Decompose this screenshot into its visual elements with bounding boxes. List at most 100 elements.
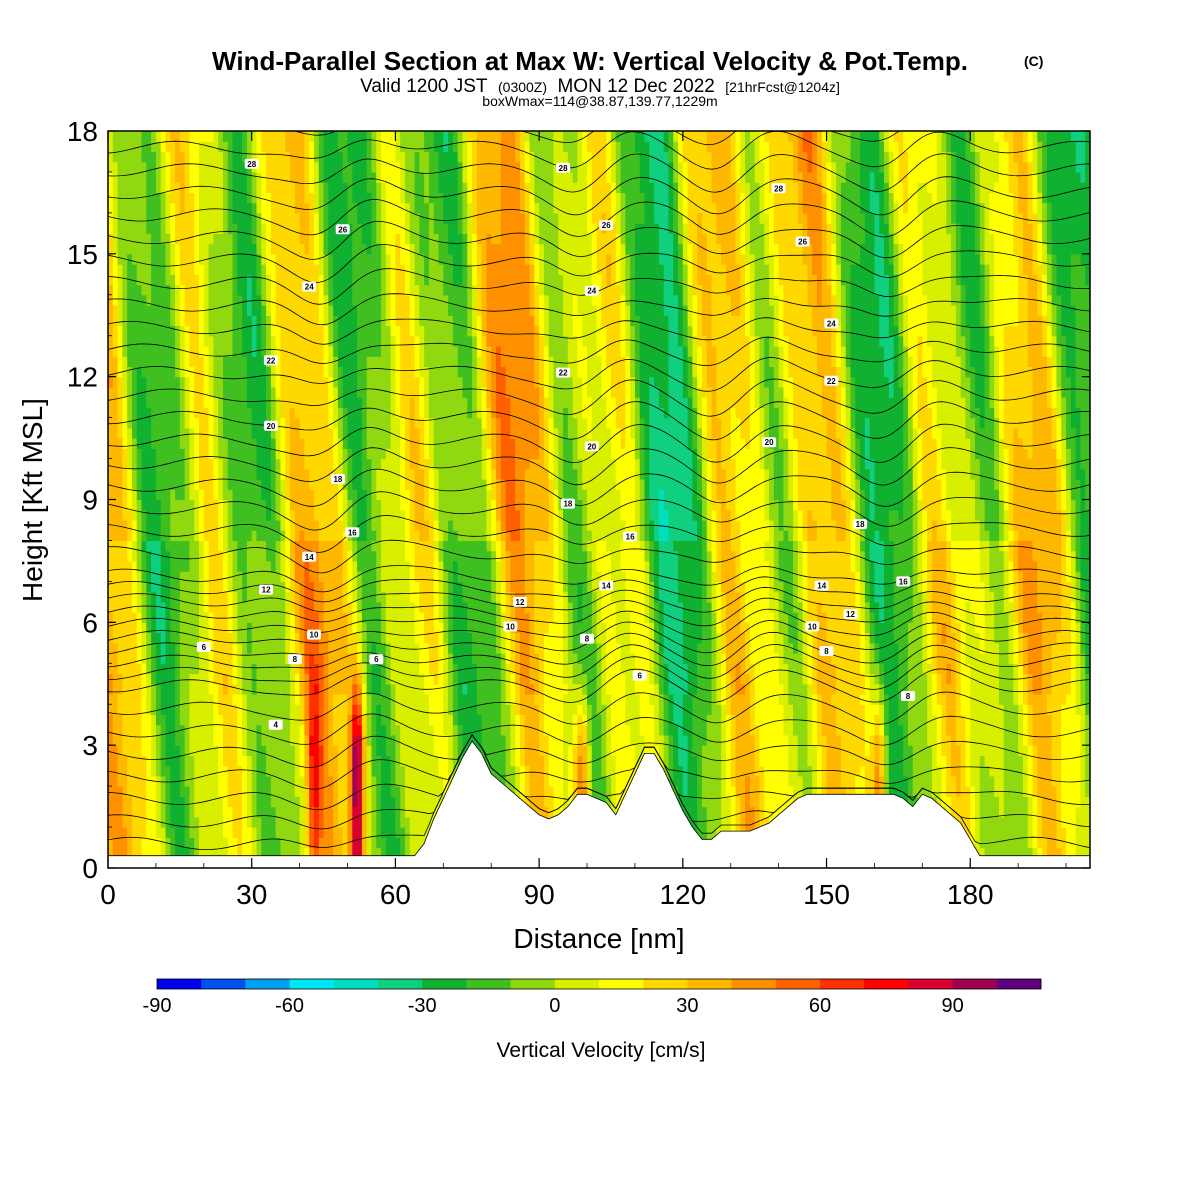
- velocity-cell: [879, 141, 885, 173]
- velocity-cell: [1018, 438, 1024, 542]
- velocity-cell: [1056, 458, 1062, 511]
- velocity-cell: [582, 673, 588, 695]
- velocity-cell: [682, 663, 689, 695]
- velocity-cell: [242, 601, 248, 695]
- velocity-cell: [1032, 560, 1038, 695]
- velocity-cell: [701, 397, 708, 439]
- velocity-cell: [931, 714, 938, 797]
- velocity-cell: [328, 775, 334, 868]
- velocity-cell: [567, 131, 574, 173]
- velocity-cell: [189, 499, 195, 675]
- velocity-cell: [1042, 274, 1048, 316]
- velocity-cell: [500, 612, 507, 654]
- velocity-cell: [342, 489, 349, 531]
- velocity-cell: [309, 141, 315, 194]
- velocity-cell: [433, 540, 440, 552]
- velocity-cell: [524, 468, 531, 613]
- velocity-cell: [778, 704, 785, 849]
- y-tick-label: 12: [67, 362, 98, 393]
- velocity-cell: [1003, 550, 1010, 613]
- velocity-cell: [414, 335, 420, 378]
- velocity-cell: [486, 345, 492, 408]
- velocity-cell: [769, 253, 775, 306]
- velocity-cell: [275, 540, 282, 838]
- velocity-cell: [357, 612, 363, 644]
- velocity-cell: [534, 458, 540, 542]
- velocity-cell: [1032, 745, 1038, 797]
- velocity-cell: [831, 693, 837, 705]
- velocity-cell: [831, 243, 837, 296]
- velocity-cell: [347, 550, 353, 603]
- velocity-cell: [337, 693, 344, 828]
- velocity-cell: [539, 294, 545, 337]
- velocity-cell: [179, 448, 186, 501]
- velocity-cell: [596, 540, 602, 572]
- velocity-cell: [548, 786, 555, 849]
- velocity-cell: [337, 407, 344, 439]
- velocity-cell: [510, 131, 516, 439]
- isentrope-label-bg: [345, 527, 360, 538]
- velocity-cell: [275, 458, 282, 521]
- velocity-cell: [165, 550, 171, 767]
- velocity-cell: [405, 294, 411, 490]
- velocity-cell: [649, 182, 655, 378]
- velocity-cell: [237, 693, 243, 767]
- velocity-cell: [428, 724, 435, 868]
- velocity-cell: [395, 724, 401, 787]
- velocity-cell: [673, 550, 679, 726]
- velocity-cell: [783, 397, 789, 439]
- velocity-cell: [769, 305, 775, 368]
- velocity-cell: [721, 704, 727, 868]
- velocity-cell: [807, 305, 813, 511]
- velocity-cell: [884, 182, 890, 224]
- velocity-cell: [725, 131, 732, 296]
- isentrope-label: 18: [560, 498, 575, 509]
- velocity-cell: [251, 171, 258, 204]
- isentrope-label: 6: [632, 670, 647, 681]
- velocity-cell: [836, 264, 842, 327]
- colorbar-tick-label: -60: [275, 995, 304, 1017]
- velocity-cell: [405, 243, 411, 296]
- velocity-cell: [965, 786, 971, 868]
- velocity-cell: [500, 366, 507, 480]
- velocity-cell: [606, 131, 612, 183]
- velocity-cell: [649, 581, 655, 623]
- velocity-cell: [376, 693, 382, 705]
- velocity-cell: [448, 653, 454, 716]
- isentrope-label-bg: [584, 285, 599, 296]
- velocity-cell: [519, 714, 526, 767]
- velocity-cell: [1085, 131, 1090, 286]
- velocity-cell: [385, 325, 392, 449]
- velocity-cell: [443, 734, 449, 797]
- velocity-cell: [524, 182, 531, 214]
- velocity-cell: [179, 724, 186, 797]
- velocity-cell: [1003, 540, 1010, 552]
- velocity-cell: [639, 192, 646, 224]
- velocity-cell: [155, 683, 162, 726]
- velocity-cell: [524, 264, 531, 470]
- isentrope-label: 4: [268, 719, 283, 730]
- velocity-cell: [927, 540, 933, 552]
- velocity-cell: [275, 397, 282, 460]
- velocity-cell: [270, 253, 277, 337]
- velocity-cell: [108, 284, 114, 378]
- velocity-cell: [682, 734, 689, 797]
- velocity-cell: [261, 264, 267, 306]
- velocity-cell: [452, 151, 459, 286]
- velocity-cell: [376, 356, 382, 470]
- velocity-cell: [347, 714, 353, 868]
- velocity-cell: [510, 438, 516, 542]
- velocity-cell: [1037, 264, 1043, 316]
- velocity-cell: [639, 550, 646, 736]
- velocity-cell: [874, 663, 880, 685]
- velocity-cell: [333, 356, 339, 388]
- isentrope-label: 8: [580, 633, 594, 644]
- velocity-cell: [1046, 356, 1053, 408]
- velocity-cell: [1027, 704, 1034, 746]
- velocity-cell: [654, 223, 660, 388]
- velocity-cell: [256, 171, 262, 214]
- velocity-cell: [601, 704, 607, 777]
- velocity-cell: [816, 131, 823, 183]
- velocity-cell: [730, 550, 737, 716]
- velocity-cell: [1070, 253, 1077, 306]
